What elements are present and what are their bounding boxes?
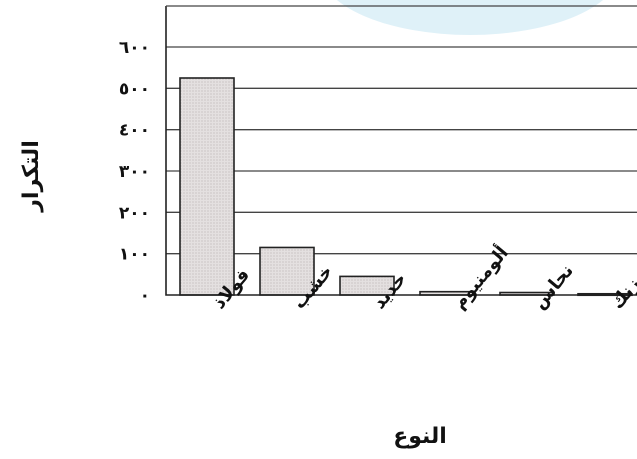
background-accent <box>336 0 604 35</box>
x-tick-label: نحاس <box>529 260 578 313</box>
y-tick-label: ٦٠٠ <box>119 38 150 58</box>
x-tick-label: حديد <box>369 269 411 314</box>
y-tick-label: ٠ <box>140 286 150 306</box>
axes <box>165 5 637 296</box>
x-axis-title: النوع <box>393 424 447 449</box>
y-tick-label: ١٠٠ <box>119 245 150 265</box>
grid-lines <box>166 46 637 255</box>
y-tick-label: ٣٠٠ <box>119 162 150 182</box>
bar-0 <box>179 77 235 296</box>
y-tick-labels: ٠ ١٠٠ ٢٠٠ ٣٠٠ ٤٠٠ ٥٠٠ ٦٠٠ <box>119 38 150 306</box>
y-axis-title: التكرار <box>19 140 44 212</box>
y-tick-label: ٥٠٠ <box>119 79 150 99</box>
y-tick-label: ٢٠٠ <box>119 203 150 223</box>
axis-frame <box>165 6 637 296</box>
x-tick-label: ألومنيوم <box>447 241 513 313</box>
bar-1 <box>259 246 315 296</box>
x-tick-label: زنك <box>607 274 637 313</box>
y-tick-label: ٤٠٠ <box>119 121 150 141</box>
